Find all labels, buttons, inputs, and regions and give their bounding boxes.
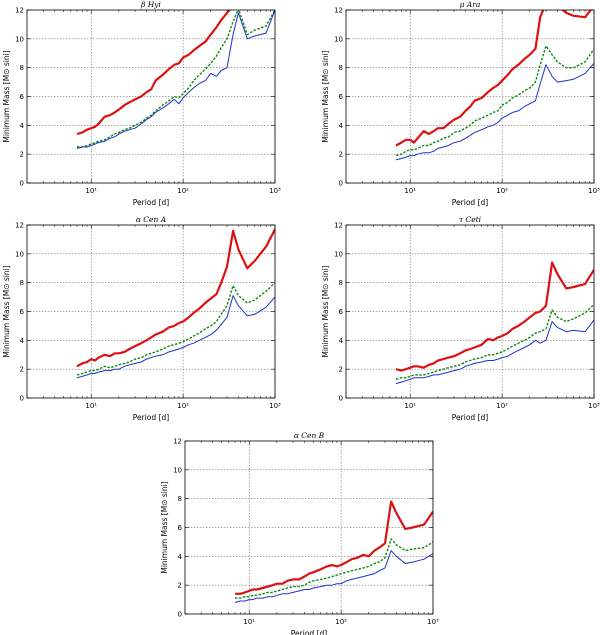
- x-axis-label: Period [d]: [291, 629, 327, 635]
- series-line-upper: [76, 10, 231, 136]
- y-axis-label: Minimum Mass [M⊙ sini]: [321, 50, 330, 142]
- x-tick-label: 10³: [588, 187, 600, 195]
- y-tick-label: 6: [339, 308, 344, 316]
- y-tick-label: 2: [178, 582, 182, 590]
- x-axis-label: Period [d]: [133, 198, 169, 207]
- y-axis-label: Minimum Mass [M⊙ sini]: [321, 265, 330, 357]
- chart-panel-4: 10¹ 10² 10³ 0 2 4 6 8 10 12 τ Ceti Period [d] Minimu…: [321, 215, 600, 422]
- chart-panel-5: 10¹ 10² 10³ 0 2 4 6 8 10 12 α Cen B Period [d] Minim…: [160, 431, 439, 635]
- series-line-middle: [395, 303, 594, 380]
- y-tick-label: 0: [20, 180, 24, 188]
- x-tick-label: 10³: [588, 402, 600, 410]
- y-tick-label: 10: [173, 466, 182, 474]
- x-tick-label: 10²: [496, 402, 508, 410]
- x-tick-label: 10¹: [404, 402, 416, 410]
- y-tick-label: 2: [20, 366, 24, 374]
- y-tick-label: 8: [20, 279, 24, 287]
- y-tick-label: 12: [173, 438, 182, 446]
- series-line-lower: [76, 295, 275, 379]
- y-axis-label: Minimum Mass [M⊙ sini]: [2, 50, 11, 142]
- y-tick-label: 10: [334, 250, 343, 258]
- x-tick-label: 10³: [269, 402, 281, 410]
- y-tick-label: 0: [178, 611, 182, 619]
- chart-title: α Cen B: [294, 431, 325, 440]
- y-tick-label: 6: [20, 308, 25, 316]
- series-line-upper: [395, 261, 594, 372]
- y-tick-label: 0: [339, 180, 343, 188]
- axes-frame: [345, 224, 595, 399]
- x-tick-label: 10²: [177, 187, 189, 195]
- axes-frame: [26, 224, 276, 399]
- y-tick-label: 0: [339, 395, 343, 403]
- x-tick-label: 10¹: [85, 402, 97, 410]
- y-tick-label: 4: [178, 553, 183, 561]
- x-tick-label: 10²: [177, 402, 189, 410]
- series-line-middle: [235, 538, 433, 599]
- y-tick-label: 8: [339, 279, 343, 287]
- y-tick-label: 2: [339, 366, 343, 374]
- chart-panel-1: 10¹ 10² 10³ 0 2 4 6 8 10 12 β Hyi Period [d] Minimum…: [2, 0, 281, 207]
- axes-frame: [184, 440, 434, 615]
- x-tick-label: 10¹: [85, 187, 97, 195]
- series-line-lower: [395, 62, 594, 161]
- y-tick-label: 12: [334, 7, 343, 15]
- y-tick-label: 2: [20, 151, 24, 159]
- x-tick-label: 10²: [496, 187, 508, 195]
- y-axis-label: Minimum Mass [M⊙ sini]: [2, 265, 11, 357]
- y-axis-label: Minimum Mass [M⊙ sini]: [160, 481, 169, 573]
- series-line-lower: [234, 550, 433, 603]
- chart-panel-2: 10¹ 10² 10³ 0 2 4 6 8 10 12 μ Ara Period [d] Minimum…: [321, 0, 600, 207]
- y-tick-label: 8: [339, 64, 343, 72]
- axes-frame: [26, 9, 276, 184]
- series-line-middle: [395, 45, 594, 157]
- axes-frame: [345, 9, 595, 184]
- chart-title: μ Ara: [460, 0, 481, 9]
- y-tick-label: 8: [178, 495, 182, 503]
- chart-panel-3: 10¹ 10² 10³ 0 2 4 6 8 10 12 α Cen A Period [d] Minim…: [2, 215, 281, 422]
- chart-title: β Hyi: [140, 0, 161, 9]
- y-tick-label: 4: [339, 337, 344, 345]
- y-tick-label: 10: [15, 250, 24, 258]
- chart-title: α Cen A: [136, 215, 167, 224]
- x-tick-label: 10³: [269, 187, 281, 195]
- y-tick-label: 4: [20, 122, 25, 130]
- x-axis-label: Period [d]: [133, 413, 169, 422]
- chart-title: τ Ceti: [459, 215, 482, 224]
- series-line-upper: [235, 500, 433, 595]
- series-line-lower: [76, 10, 275, 149]
- y-tick-label: 12: [15, 222, 24, 230]
- x-tick-label: 10¹: [404, 187, 416, 195]
- y-tick-label: 6: [339, 93, 344, 101]
- series-line-middle: [77, 10, 275, 148]
- y-tick-label: 4: [339, 122, 344, 130]
- x-axis-label: Period [d]: [452, 198, 488, 207]
- x-tick-label: 10²: [335, 618, 347, 626]
- series-line-lower: [395, 319, 594, 385]
- y-tick-label: 12: [15, 7, 24, 15]
- y-tick-label: 8: [20, 64, 24, 72]
- x-axis-label: Period [d]: [452, 413, 488, 422]
- x-tick-label: 10³: [427, 618, 439, 626]
- y-tick-label: 0: [20, 395, 24, 403]
- y-tick-label: 10: [334, 35, 343, 43]
- y-tick-label: 12: [334, 222, 343, 230]
- series-line-middle: [76, 282, 275, 376]
- y-tick-label: 6: [20, 93, 25, 101]
- series-line-upper: [395, 10, 593, 147]
- y-tick-label: 2: [339, 151, 343, 159]
- y-tick-label: 6: [178, 524, 183, 532]
- y-tick-label: 4: [20, 337, 25, 345]
- series-line-upper: [76, 228, 275, 368]
- x-tick-label: 10¹: [243, 618, 255, 626]
- y-tick-label: 10: [15, 35, 24, 43]
